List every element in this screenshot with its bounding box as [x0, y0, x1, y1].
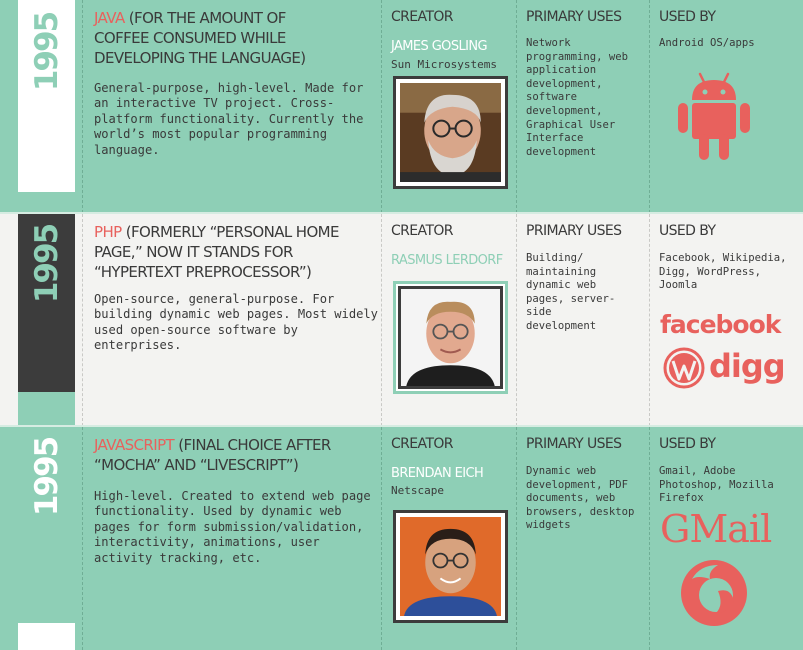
year-strip: 1995: [18, 427, 75, 650]
primary-uses-heading: Primary Uses: [526, 9, 622, 25]
language-name: Java: [94, 9, 125, 27]
used-by-heading: Used By: [659, 436, 716, 452]
used-by-heading: Used By: [659, 9, 716, 25]
language-row-javascript: 1995 JavaScript (final choice after “Moc…: [0, 427, 803, 650]
language-name-note: (for the amount of coffee consumed while…: [94, 9, 306, 67]
facebook-logo: facebook: [660, 310, 781, 339]
primary-uses-text: Network programming, web application dev…: [526, 37, 629, 158]
language-name: JavaScript: [94, 436, 175, 454]
firefox-logo-icon: [681, 560, 747, 626]
used-by-text: Facebook, Wikipedia, Digg, WordPress, Jo…: [659, 252, 787, 292]
primary-uses-heading: Primary Uses: [526, 436, 622, 452]
language-title: PHP (formerly “Personal Home Page,” now …: [94, 222, 364, 282]
language-name-note: (final choice after “Mocha” and “LiveScr…: [94, 436, 331, 474]
language-name: PHP: [94, 223, 122, 241]
language-description: Open-source, general-purpose. For buildi…: [94, 292, 378, 353]
digg-logo: digg: [709, 347, 786, 385]
creator-organization: Netscape: [391, 484, 444, 497]
language-description: High-level. Created to extend web page f…: [94, 489, 371, 565]
year-label: 1995: [28, 437, 65, 517]
language-row-java: 1995 Java (for the amount of coffee cons…: [0, 0, 803, 213]
creator-name: James Gosling: [391, 39, 488, 54]
language-name-note: (formerly “Personal Home Page,” now it s…: [94, 223, 339, 281]
creator-heading: Creator: [391, 9, 454, 25]
used-by-text: Android OS/apps: [659, 37, 755, 49]
creator-name: Brendan Eich: [391, 466, 484, 481]
language-row-php: 1995 PHP (formerly “Personal Home Page,”…: [0, 214, 803, 426]
primary-uses-text: Dynamic web development, PDF documents, …: [526, 465, 635, 532]
creator-name: Rasmus Lerdorf: [391, 253, 503, 268]
year-label: 1995: [28, 12, 65, 92]
wordpress-logo-icon: [663, 347, 705, 389]
primary-uses-heading: Primary Uses: [526, 223, 622, 239]
creator-organization: Sun Microsystems: [391, 58, 497, 71]
primary-uses-text: Building/ maintaining dynamic web pages,…: [526, 252, 616, 332]
creator-photo: [393, 281, 508, 394]
used-by-heading: Used By: [659, 223, 716, 239]
gmail-logo: GMail: [660, 507, 772, 551]
year-label: 1995: [28, 224, 65, 304]
year-strip: 1995: [18, 0, 75, 213]
creator-photo: [393, 76, 508, 189]
creator-heading: Creator: [391, 223, 454, 239]
used-by-text: Gmail, Adobe Photoshop, Mozilla Firefox: [659, 465, 774, 505]
creator-photo: [393, 510, 508, 623]
language-title: Java (for the amount of coffee consumed …: [94, 8, 344, 68]
language-title: JavaScript (final choice after “Mocha” a…: [94, 435, 344, 475]
year-strip: 1995: [18, 214, 75, 426]
android-logo-icon: [678, 72, 750, 160]
language-description: General-purpose, high-level. Made for an…: [94, 81, 364, 157]
creator-heading: Creator: [391, 436, 454, 452]
